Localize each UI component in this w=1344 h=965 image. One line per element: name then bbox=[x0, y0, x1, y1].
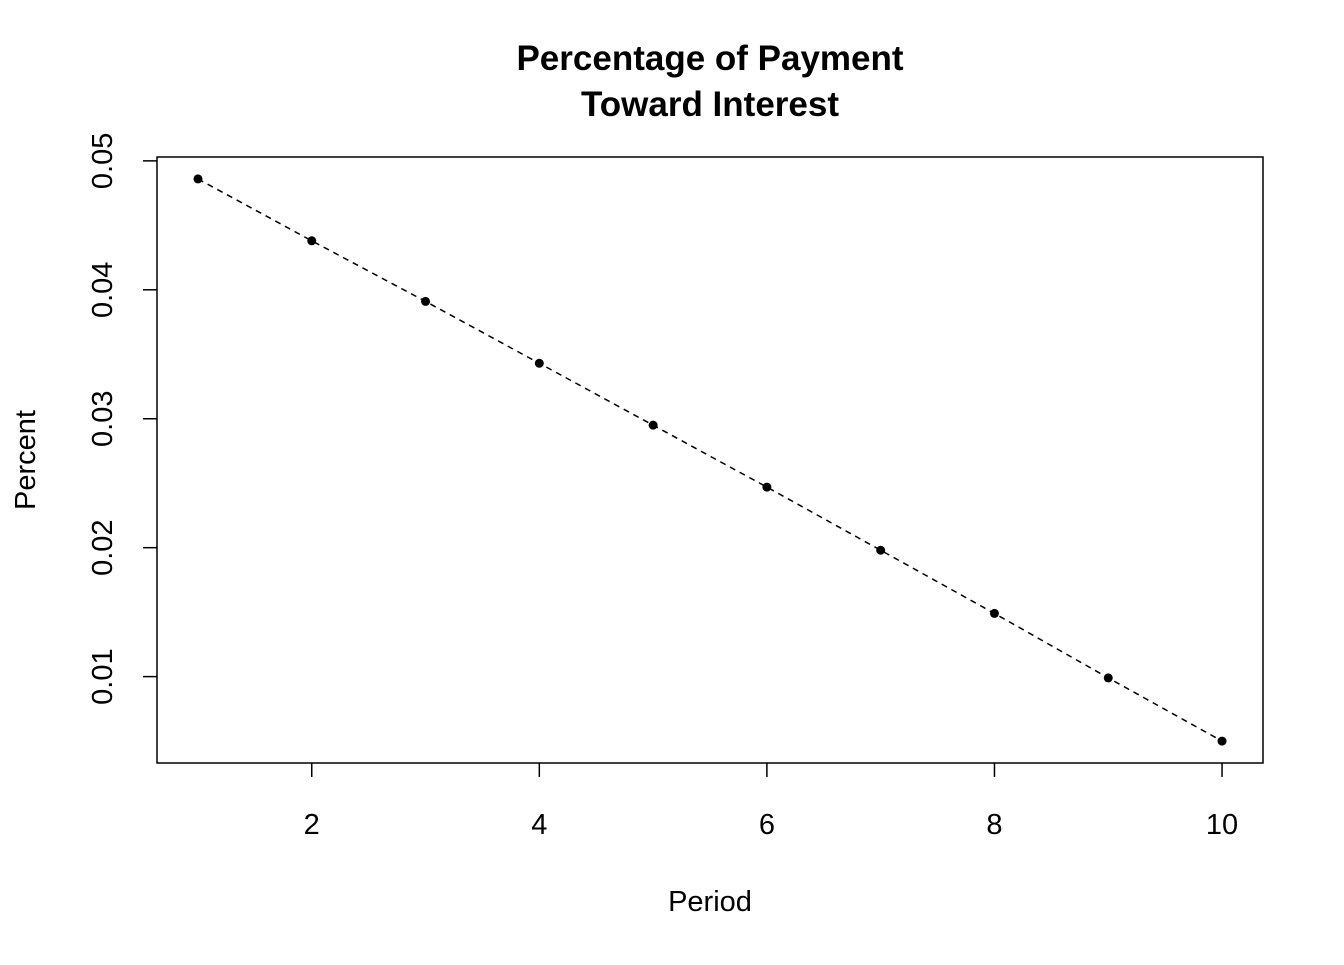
y-tick-label: 0.05 bbox=[87, 133, 119, 189]
y-axis: 0.01 0.02 0.03 0.04 0.05 bbox=[87, 133, 157, 705]
y-tick-label: 0.04 bbox=[87, 262, 119, 318]
data-point bbox=[648, 420, 658, 430]
x-axis-label: Period bbox=[668, 886, 752, 918]
data-point bbox=[534, 358, 544, 368]
x-axis: 2 4 6 8 10 bbox=[304, 763, 1238, 841]
plot-frame bbox=[156, 156, 1264, 764]
chart-title-line-2: Toward Interest bbox=[581, 85, 839, 124]
data-point bbox=[1103, 673, 1113, 683]
y-tick-label: 0.01 bbox=[87, 648, 119, 704]
series bbox=[193, 174, 1227, 746]
series-line bbox=[197, 178, 1223, 742]
chart-title-line-1: Percentage of Payment bbox=[516, 39, 903, 78]
x-tick-label: 6 bbox=[759, 809, 775, 841]
data-point bbox=[989, 608, 999, 618]
y-tick-label: 0.02 bbox=[87, 519, 119, 575]
y-tick-label: 0.03 bbox=[87, 391, 119, 447]
data-point bbox=[876, 545, 886, 555]
data-point bbox=[307, 236, 317, 246]
data-point bbox=[421, 296, 431, 306]
data-point bbox=[762, 482, 772, 492]
data-point bbox=[193, 174, 203, 184]
x-tick-label: 10 bbox=[1206, 809, 1238, 841]
y-axis-label: Percent bbox=[10, 410, 42, 510]
data-point bbox=[1217, 736, 1227, 746]
x-tick-label: 8 bbox=[986, 809, 1002, 841]
x-tick-label: 4 bbox=[531, 809, 547, 841]
x-tick-label: 2 bbox=[304, 809, 320, 841]
